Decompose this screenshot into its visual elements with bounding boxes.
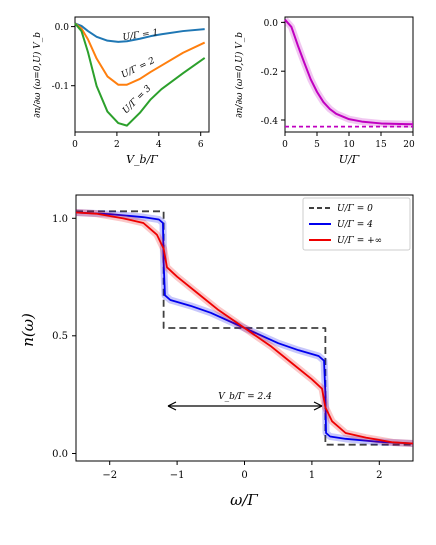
tl-x-axis-label: V_b/Γ (126, 153, 158, 166)
b-x-axis-label: ω/Γ (230, 491, 258, 509)
b-ytick-label: 0.0 (52, 449, 68, 460)
tl-ytick-label: 0.0 (55, 23, 70, 33)
series-line-2-0 (76, 210, 413, 446)
tr-xtick-label: 10 (343, 140, 355, 150)
tr-xtick-label: 20 (403, 140, 415, 150)
tr-y-ticks: 0.0 -0.2 -0.4 (261, 19, 285, 127)
b-xtick-label: 0 (241, 470, 247, 481)
legend-box (302, 197, 411, 251)
tr-y-axis-label: ∂n/∂ω (ω=0,U) V_b (234, 32, 245, 118)
vb-arrow: V_b/Γ = 2.4 (167, 392, 323, 411)
tl-y-ticks: 0.0 -0.1 (52, 23, 75, 92)
tr-xtick-label: 15 (375, 140, 387, 150)
tr-series-group (282, 17, 414, 128)
tl-x-ticks: 0 2 4 6 (72, 132, 204, 150)
tl-xtick-label: 6 (198, 140, 204, 150)
b-y-axis-label: n(ω) (19, 313, 37, 347)
tl-annotation-u2: U/Γ = 2 (120, 56, 157, 81)
series-line-0-2 (74, 22, 206, 127)
tl-ytick-label: -0.1 (52, 82, 69, 92)
tl-xtick-label: 0 (72, 140, 78, 150)
tr-ytick-label: -0.4 (261, 117, 279, 127)
legend: U/Γ = 0 U/Γ = 4 U/Γ = +∞ (302, 197, 411, 251)
tl-series-group (74, 22, 206, 127)
tr-x-axis-label: U/Γ (339, 153, 360, 166)
series-line-0-1 (74, 22, 206, 86)
b-xtick-label: 2 (376, 470, 382, 481)
tr-ytick-label: -0.2 (261, 68, 278, 78)
b-ytick-label: 0.5 (52, 331, 68, 342)
b-ytick-label: 1.0 (52, 214, 68, 225)
series-line-1-0 (284, 19, 414, 126)
b-x-ticks: −2 −1 0 1 2 (102, 461, 382, 481)
b-xtick-label: −1 (170, 470, 185, 481)
tr-xtick-label: 0 (282, 140, 288, 150)
legend-label-u0: U/Γ = 0 (337, 204, 373, 214)
tr-ytick-label: 0.0 (264, 19, 279, 29)
legend-label-u4: U/Γ = 4 (337, 220, 373, 230)
tr-xtick-label: 5 (314, 140, 320, 150)
vb-annotation-label: V_b/Γ = 2.4 (218, 392, 272, 402)
tr-x-ticks: 0 5 10 15 20 (282, 132, 415, 150)
b-xtick-label: −2 (102, 470, 117, 481)
series-line-0-0 (74, 22, 205, 43)
tl-y-axis-label: ∂n/∂ω (ω=0,U) V_b (32, 32, 43, 118)
legend-label-uinf: U/Γ = +∞ (337, 236, 382, 246)
tl-xtick-label: 2 (114, 140, 120, 150)
panel-bottom: V_b/Γ = 2.4 U/Γ = 0 U/Γ = 4 U/Γ = +∞ −2 … (19, 194, 414, 509)
panel-top-right: 0 5 10 15 20 0.0 -0.2 -0.4 U/Γ ∂n/∂ω (ω=… (234, 16, 415, 166)
tl-annotation-u3: U/Γ = 3 (121, 84, 154, 117)
b-series-group (75, 209, 414, 447)
b-y-ticks: 0.0 0.5 1.0 (52, 214, 76, 460)
panel-top-left: 0 2 4 6 0.0 -0.1 V_b/Γ ∂n/∂ω (ω=0,U) V_b… (32, 16, 210, 166)
tr-plot-area (284, 16, 414, 133)
tl-plot-area (74, 16, 210, 133)
series-line-2-2 (75, 211, 414, 445)
tl-xtick-label: 4 (156, 140, 162, 150)
series-band-1-0 (282, 17, 414, 128)
tl-annotation-u1: U/Γ = 1 (122, 28, 159, 43)
b-xtick-label: 1 (309, 470, 315, 481)
